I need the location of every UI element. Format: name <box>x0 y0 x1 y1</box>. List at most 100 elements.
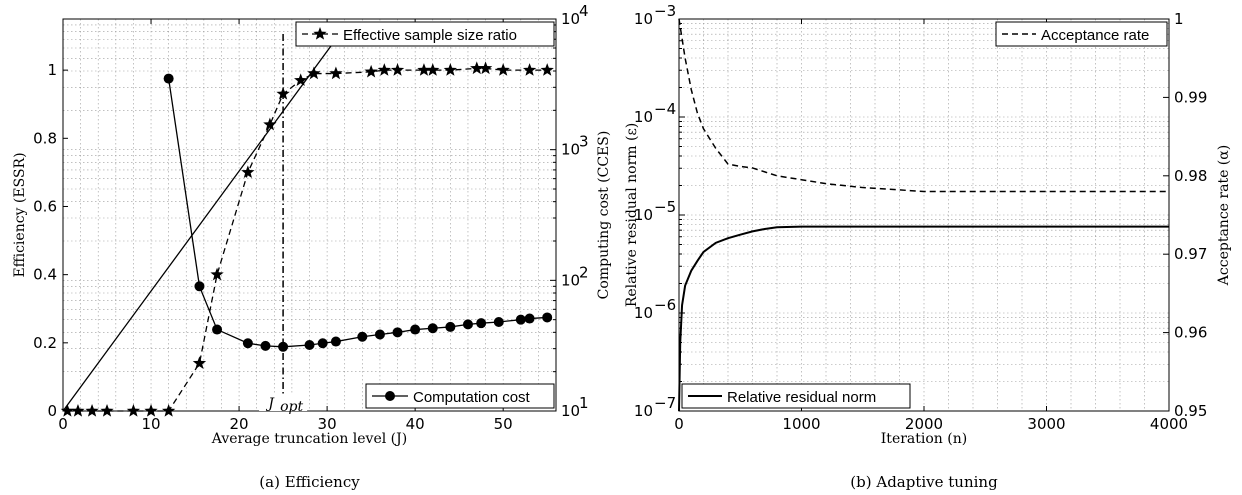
y-tick-label-right: 10 <box>561 271 580 289</box>
y-tick-label-right: 10 <box>561 10 580 28</box>
caption-b: (b) Adaptive tuning <box>850 473 998 491</box>
cost-circle-point <box>278 341 289 352</box>
y-axis-label-right: Acceptance rate (α) <box>1216 145 1232 286</box>
ess-star-point <box>210 267 224 281</box>
y-axis-label-left: Efficiency (ESSR) <box>12 152 28 277</box>
cost-circle-point <box>357 331 368 342</box>
series-line-ess <box>67 67 548 412</box>
y-tick-exponent-left: −7 <box>654 394 676 412</box>
cost-circle-point <box>427 323 438 334</box>
cost-circle-point <box>392 327 403 338</box>
cost-circle-point <box>462 319 473 330</box>
ess-star-point <box>443 63 458 76</box>
legend-label-residual: Relative residual norm <box>727 389 876 406</box>
ess-star-point <box>144 404 158 417</box>
y-tick-exponent-right: 3 <box>579 133 589 151</box>
ess-star-point <box>377 63 391 76</box>
y-tick-label-right: 1 <box>1174 10 1184 28</box>
ess-star-point <box>100 404 114 417</box>
cost-circle-point <box>542 312 553 323</box>
plot-frame-a <box>62 18 557 412</box>
ess-star-point <box>426 63 440 76</box>
y-tick-exponent-left: −4 <box>654 100 676 118</box>
panel-a: 0 10 20 30 40 5000.20.40.60.81101102103104Ave… <box>12 2 612 491</box>
cost-circle-point <box>242 338 253 349</box>
y-tick-label-left: 0.2 <box>33 334 57 352</box>
y-tick-exponent-left: −5 <box>654 198 676 216</box>
cost-circle-point <box>330 336 341 347</box>
ess-star-point <box>126 404 141 417</box>
y-axis-label-left: Relative residual norm (ε) <box>624 123 640 307</box>
y-tick-label-right: 10 <box>561 141 580 159</box>
y-tick-label-right: 0.97 <box>1174 245 1207 263</box>
x-axis-label: Iteration (n) <box>881 431 967 447</box>
y-tick-label-left: 10 <box>634 10 653 28</box>
y-tick-exponent-right: 2 <box>579 263 589 281</box>
x-tick-label: 40 <box>406 415 425 433</box>
cost-circle-point <box>304 339 315 350</box>
y-tick-label-left: 10 <box>634 304 653 322</box>
jopt-label-bg <box>259 394 308 411</box>
y-tick-exponent-left: −3 <box>654 2 676 20</box>
y-tick-label-right: 0.95 <box>1174 402 1207 420</box>
cost-circle-point <box>260 340 271 351</box>
y-tick-label-left: 0.8 <box>33 129 57 147</box>
y-tick-label-left: 10 <box>634 206 653 224</box>
legend-acceptance: Acceptance rate <box>995 21 1168 47</box>
x-tick-label: 10 <box>141 415 160 433</box>
jopt-label-sub: opt <box>280 399 303 415</box>
y-tick-label-left: 0 <box>47 402 57 420</box>
ess-star-point <box>522 63 537 76</box>
y-tick-exponent-right: 4 <box>579 2 589 20</box>
x-tick-label: 50 <box>494 415 513 433</box>
y-tick-label-right: 0.96 <box>1174 324 1207 342</box>
x-tick-label: 4000 <box>1150 415 1188 433</box>
y-tick-label-right: 0.99 <box>1174 88 1207 106</box>
y-tick-label-left: 0.4 <box>33 266 57 284</box>
cost-circle-point <box>515 314 526 325</box>
legend-circle-marker <box>385 391 395 401</box>
ess-star-point <box>71 404 85 417</box>
caption-a: (a) Efficiency <box>259 473 360 491</box>
y-axis-label-right: Computing cost (CCES) <box>596 131 612 300</box>
cost-circle-point <box>524 313 535 324</box>
cost-circle-point <box>410 324 421 335</box>
ess-star-point <box>364 64 378 78</box>
ess-star-point <box>294 73 308 87</box>
cost-circle-point <box>212 324 223 335</box>
jopt-label: J <box>265 396 275 412</box>
legend-label-cost: Computation cost <box>413 389 531 406</box>
ess-star-point <box>241 165 255 179</box>
cost-circle-point <box>493 316 504 327</box>
x-axis-label: Average truncation level (J) <box>211 431 407 447</box>
legend-star-marker <box>313 27 327 40</box>
y-tick-label-left: 10 <box>634 108 653 126</box>
series-line-trend <box>62 38 337 412</box>
legend-ess: Effective sample size ratio <box>295 21 555 47</box>
y-tick-label-right: 10 <box>561 402 580 420</box>
ess-star-point <box>390 63 405 76</box>
y-tick-exponent-left: −6 <box>654 296 676 314</box>
legend-cost: Computation cost <box>365 383 555 409</box>
cost-circle-point <box>374 329 385 340</box>
ess-star-point <box>161 404 176 417</box>
ess-star-point <box>496 63 510 76</box>
ess-star-point <box>470 61 484 75</box>
ess-star-point <box>417 63 431 76</box>
x-tick-label: 30 <box>318 415 337 433</box>
y-tick-label-right: 0.98 <box>1174 167 1207 185</box>
cost-circle-point <box>317 338 328 349</box>
x-tick-label: 0 <box>58 415 68 433</box>
x-tick-label: 0 <box>674 415 684 433</box>
x-tick-label: 20 <box>230 415 249 433</box>
y-tick-label-left: 10 <box>634 402 653 420</box>
ess-star-point <box>276 86 290 100</box>
ess-star-point <box>478 61 493 75</box>
legend-label-acceptance: Acceptance rate <box>1041 27 1149 44</box>
ess-star-point <box>307 66 321 80</box>
ess-star-point <box>60 404 75 417</box>
y-tick-label-left: 1 <box>47 61 57 79</box>
legend-residual: Relative residual norm <box>681 383 911 409</box>
